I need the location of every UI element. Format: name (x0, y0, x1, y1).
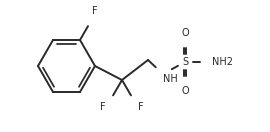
Text: F: F (92, 6, 98, 16)
Text: O: O (181, 28, 189, 38)
Text: F: F (100, 102, 106, 112)
Text: F: F (138, 102, 144, 112)
Text: NH: NH (163, 74, 178, 84)
Text: S: S (182, 57, 188, 67)
Text: O: O (181, 86, 189, 96)
Text: NH2: NH2 (212, 57, 233, 67)
